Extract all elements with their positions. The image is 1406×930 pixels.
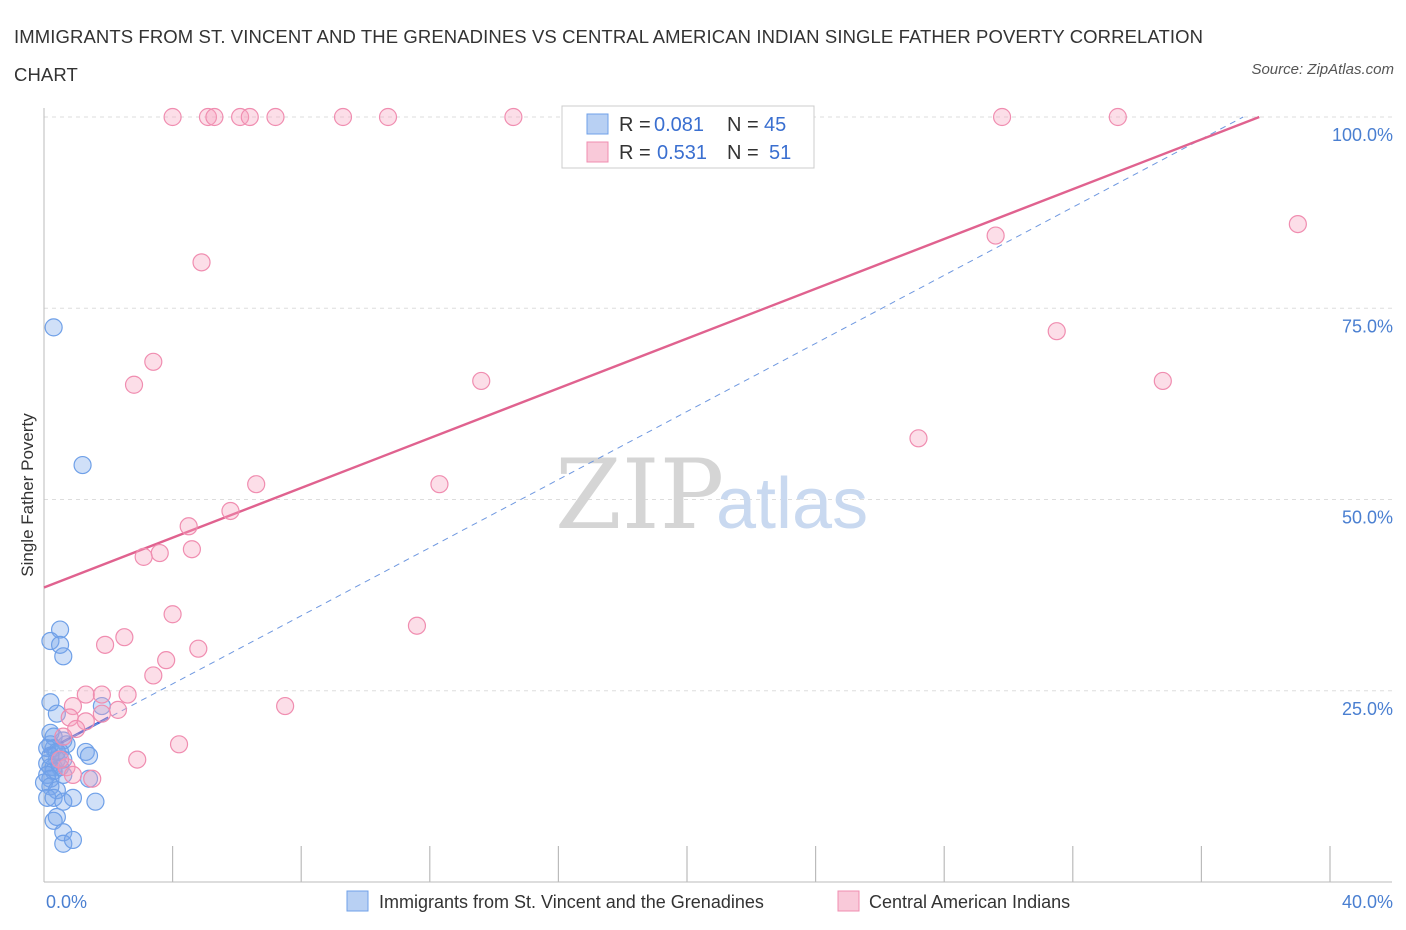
blue-point-3 xyxy=(41,631,60,651)
pink-point-49 xyxy=(83,769,102,788)
chart-source: Source: ZipAtlas.com xyxy=(1251,61,1394,78)
pink-point-1 xyxy=(198,107,218,127)
pink-point-32 xyxy=(157,651,176,670)
pink-point-45 xyxy=(169,735,189,754)
x-tick-label-min: 0.0% xyxy=(46,892,87,912)
blue-point-41 xyxy=(63,830,83,850)
pink-point-19 xyxy=(909,429,928,448)
pink-point-24 xyxy=(182,540,201,559)
series-legend-label-pink: Central American Indians xyxy=(869,892,1070,912)
legend-swatch-pink xyxy=(586,141,609,163)
blue-point-36 xyxy=(86,792,105,811)
blue-point-33 xyxy=(44,788,63,807)
stats-legend: R = 0.081 N = 45 R = 0.531 N = 51 xyxy=(561,105,815,169)
trend-line-2 xyxy=(43,115,1260,589)
legend-n-value-2: 51 xyxy=(769,142,791,164)
pink-point-17 xyxy=(1047,322,1066,341)
pink-point-11 xyxy=(192,253,211,272)
pink-point-6 xyxy=(333,107,353,127)
blue-point-4 xyxy=(50,635,70,654)
pink-point-39 xyxy=(108,700,128,719)
series-legend-swatch-pink xyxy=(837,890,860,912)
pink-point-5 xyxy=(266,107,285,127)
legend-swatch-blue xyxy=(586,113,609,135)
pink-point-26 xyxy=(134,547,153,566)
pink-point-29 xyxy=(115,628,134,647)
blue-point-40 xyxy=(54,834,73,853)
pink-point-12 xyxy=(986,226,1005,245)
pink-point-21 xyxy=(430,475,449,494)
pink-point-36 xyxy=(92,685,111,704)
pink-point-42 xyxy=(76,712,95,731)
pink-point-22 xyxy=(221,501,240,521)
pink-point-44 xyxy=(54,727,73,746)
pink-point-16 xyxy=(472,371,491,391)
blue-point-44 xyxy=(41,746,60,765)
pink-point-9 xyxy=(992,107,1012,127)
legend-r-label-1: R = xyxy=(619,114,651,136)
blue-point-17 xyxy=(79,746,99,765)
pink-point-18 xyxy=(1153,371,1172,391)
pink-point-27 xyxy=(163,605,182,624)
trend-line-1 xyxy=(43,116,1244,753)
series-legend-label-blue: Immigrants from St. Vincent and the Gren… xyxy=(379,892,764,912)
pink-point-10 xyxy=(1108,107,1127,127)
watermark-atlas: atlas xyxy=(716,464,868,544)
legend-n-label-1: N = xyxy=(727,114,759,136)
pink-point-8 xyxy=(504,107,523,127)
legend-n-value-1: 45 xyxy=(764,114,786,136)
series-legend-swatch-blue xyxy=(346,890,369,912)
series-legend: Immigrants from St. Vincent and the Gren… xyxy=(346,890,1070,912)
pink-point-34 xyxy=(276,696,295,716)
blue-point-5 xyxy=(54,647,73,666)
pink-point-14 xyxy=(144,352,163,371)
pink-point-23 xyxy=(179,517,198,536)
y-tick-label-100: 100.0% xyxy=(1332,125,1393,145)
blue-point-1 xyxy=(73,455,92,475)
pink-point-4 xyxy=(240,107,259,127)
y-tick-label-25: 25.0% xyxy=(1342,699,1393,719)
y-tick-label-75: 75.0% xyxy=(1342,316,1393,336)
x-tick-label-max: 40.0% xyxy=(1342,892,1393,912)
pink-point-2 xyxy=(205,107,224,127)
pink-point-37 xyxy=(118,685,137,704)
y-tick-label-50: 50.0% xyxy=(1342,508,1393,528)
pink-point-7 xyxy=(378,107,398,127)
legend-r-label-2: R = xyxy=(619,142,651,164)
pink-point-25 xyxy=(150,543,169,563)
pink-point-38 xyxy=(63,696,83,716)
pink-point-46 xyxy=(128,750,147,769)
pink-point-31 xyxy=(189,639,208,658)
pink-point-35 xyxy=(76,685,95,704)
pink-point-50 xyxy=(50,750,70,769)
blue-point-6 xyxy=(41,693,60,712)
blue-point-34 xyxy=(63,788,83,807)
pink-point-0 xyxy=(163,107,182,127)
blue-point-35 xyxy=(54,792,73,811)
trend-lines xyxy=(43,115,1260,754)
pink-point-30 xyxy=(95,635,115,654)
legend-r-value-1: 0.081 xyxy=(654,114,704,136)
legend-r-value-2: 0.531 xyxy=(657,142,707,164)
pink-point-3 xyxy=(231,107,250,127)
chart-title: IMMIGRANTS FROM ST. VINCENT AND THE GREN… xyxy=(14,26,1204,85)
pink-point-40 xyxy=(92,704,111,723)
pink-point-33 xyxy=(144,666,163,685)
legend-n-label-2: N = xyxy=(727,142,759,164)
tick-labels: 25.0% 50.0% 75.0% 100.0% 0.0% 40.0% xyxy=(46,125,1393,912)
blue-point-0 xyxy=(44,318,63,337)
pink-point-20 xyxy=(247,475,266,494)
pink-point-13 xyxy=(1288,215,1307,234)
watermark-zip: ZIP xyxy=(555,439,724,551)
y-axis-label: Single Father Poverty xyxy=(18,413,37,577)
pink-point-28 xyxy=(407,616,427,635)
axes xyxy=(43,108,1392,883)
grid-lines xyxy=(44,116,1392,692)
pink-point-48 xyxy=(63,765,83,785)
data-points xyxy=(34,107,1307,853)
pink-point-15 xyxy=(124,375,144,394)
